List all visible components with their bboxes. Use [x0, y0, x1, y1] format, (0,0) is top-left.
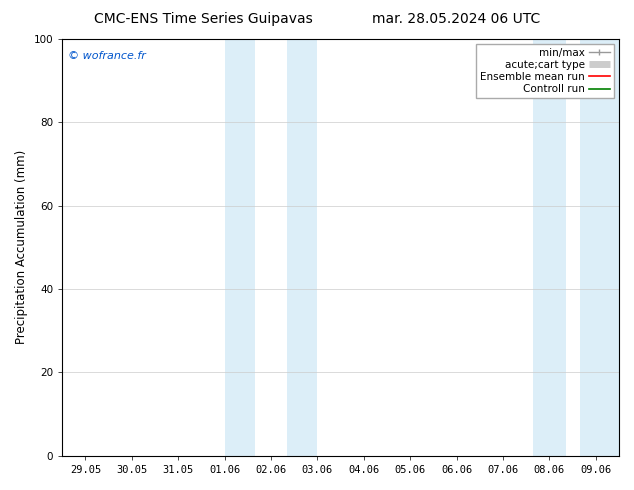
Text: mar. 28.05.2024 06 UTC: mar. 28.05.2024 06 UTC [372, 12, 541, 26]
Bar [287, 39, 318, 456]
Text: CMC-ENS Time Series Guipavas: CMC-ENS Time Series Guipavas [93, 12, 313, 26]
Legend: min/max, acute;cart type, Ensemble mean run, Controll run: min/max, acute;cart type, Ensemble mean … [476, 44, 614, 98]
Bar [224, 39, 255, 456]
Bar [533, 39, 566, 456]
Y-axis label: Precipitation Accumulation (mm): Precipitation Accumulation (mm) [15, 150, 28, 344]
Bar [579, 39, 619, 456]
Text: © wofrance.fr: © wofrance.fr [68, 51, 146, 61]
